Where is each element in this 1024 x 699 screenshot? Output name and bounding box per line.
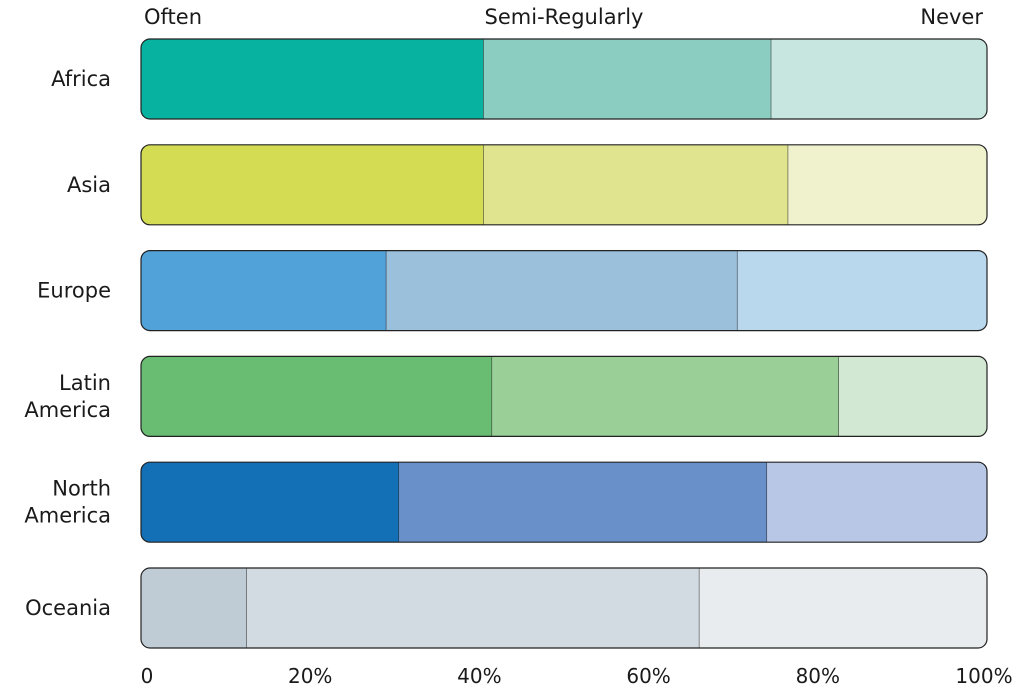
bar-outline [140,144,988,226]
segment-asia-often [141,144,484,225]
bar-asia [140,144,988,226]
category-label-oceania: Oceania [25,596,111,620]
segment-latin-america-never [838,356,987,437]
bar-europe [140,250,988,332]
segment-oceania-often [141,568,247,648]
x-tick-label: 100% [955,664,1012,688]
segment-asia-semi-regularly [483,144,789,225]
category-label-asia: Asia [67,173,111,197]
bar-outline [140,250,988,332]
segment-north-america-often [141,462,400,543]
bar-outline [140,355,988,437]
category-label-north-america: North America [24,477,111,528]
segment-latin-america-semi-regularly [492,356,839,437]
segment-europe-semi-regularly [386,250,738,331]
segment-north-america-semi-regularly [399,462,768,543]
category-label-africa: Africa [51,67,111,91]
segment-latin-america-often [141,356,493,437]
x-tick-label: 0 [141,664,154,688]
bar-oceania [140,567,988,649]
segment-north-america-never [767,462,987,543]
bar-outline [140,567,988,649]
bar-outline [140,461,988,543]
segment-europe-often [141,250,387,331]
plot-area [140,38,988,649]
x-tick-label: 40% [457,664,501,688]
bar-latin-america [140,355,988,437]
category-label-latin-america: Latin America [24,371,111,422]
segment-asia-never [788,144,987,225]
segment-oceania-semi-regularly [246,568,700,648]
legend-never: Never [920,5,983,29]
segment-europe-never [737,250,987,331]
legend-often: Often [144,5,202,29]
segment-africa-often [141,39,484,119]
category-labels: Africa Asia Europe Latin America North America… [24,67,111,620]
segment-africa-semi-regularly [483,39,772,119]
x-tick-label: 80% [796,664,840,688]
segment-oceania-never [699,568,987,648]
category-label-europe: Europe [37,279,111,303]
bar-north-america [140,461,988,543]
x-tick-label: 20% [288,664,332,688]
legend-semi-regularly: Semi-Regularly [485,5,644,29]
legend: Often Semi-Regularly Never [144,5,983,29]
x-tick-label: 60% [626,664,670,688]
segment-africa-never [771,39,987,119]
x-axis-ticks: 0 20% 40% 60% 80% 100% [141,664,1013,688]
bar-africa [140,38,988,120]
bar-outline [140,38,988,120]
